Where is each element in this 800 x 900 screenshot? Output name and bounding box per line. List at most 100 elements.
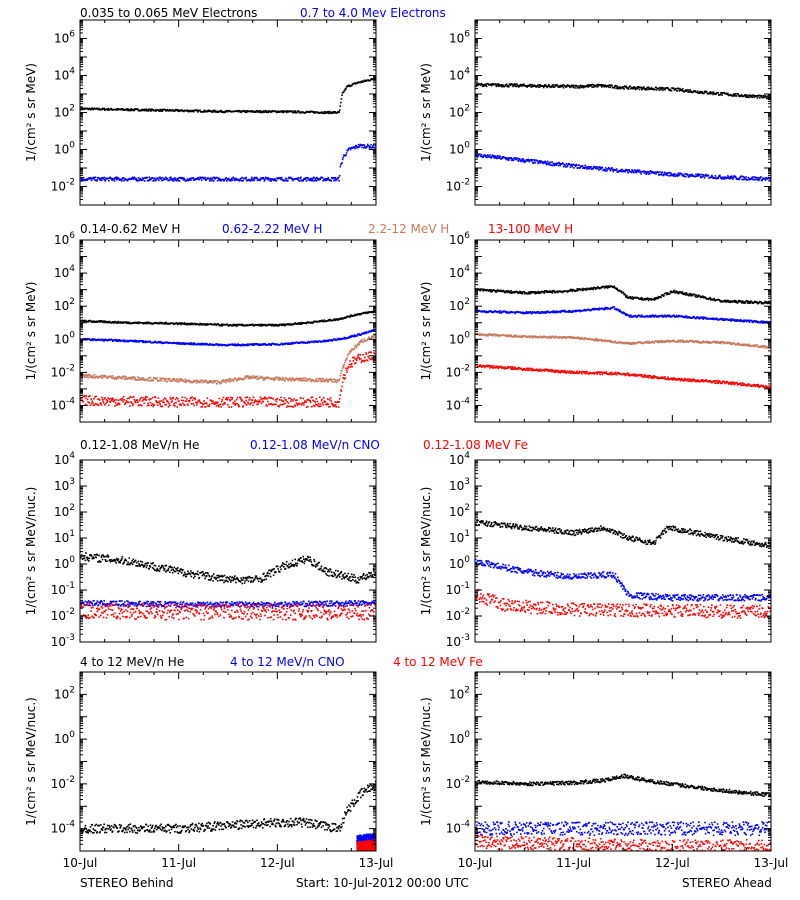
data-point: [636, 87, 638, 90]
data-point: [699, 90, 702, 93]
data-point: [280, 399, 283, 402]
data-point: [150, 397, 152, 400]
data-point: [364, 359, 367, 362]
data-point: [183, 322, 186, 324]
data-point: [121, 321, 124, 323]
data-point: [276, 111, 278, 114]
data-point: [561, 85, 564, 87]
data-point: [192, 397, 195, 400]
data-point: [596, 86, 599, 88]
data-point: [601, 86, 603, 88]
data-point: [299, 177, 302, 180]
data-point: [186, 403, 189, 405]
data-point: [752, 94, 755, 97]
data-point: [754, 176, 757, 178]
data-point: [244, 375, 247, 377]
data-point: [497, 155, 499, 157]
data-point: [609, 84, 611, 86]
data-point: [136, 399, 139, 401]
data-point: [766, 97, 768, 99]
data-point: [138, 179, 141, 181]
data-point: [331, 112, 334, 114]
data-point: [371, 146, 373, 149]
data-point: [602, 84, 605, 87]
data-point: [240, 111, 243, 113]
data-point: [685, 90, 688, 92]
data-point: [543, 292, 545, 294]
data-point: [243, 344, 245, 347]
data-point: [82, 401, 84, 403]
data-point: [284, 402, 286, 405]
data-point: [90, 108, 93, 110]
data-point: [91, 376, 93, 379]
data-point: [151, 378, 153, 381]
data-point: [369, 351, 371, 353]
data-point: [117, 108, 119, 111]
data-point: [296, 111, 298, 114]
data-point: [344, 89, 346, 92]
data-point: [328, 399, 331, 401]
data-point: [619, 170, 622, 173]
data-point: [211, 111, 214, 113]
data-point: [93, 338, 96, 340]
data-point: [546, 291, 548, 294]
data-point: [161, 341, 163, 344]
data-point: [223, 180, 225, 182]
data-point: [586, 85, 588, 87]
data-point: [174, 405, 176, 407]
data-point: [495, 289, 498, 292]
series-r2-c1-4: [80, 351, 376, 408]
data-point: [208, 405, 210, 407]
data-point: [171, 378, 174, 380]
data-point: [296, 177, 299, 180]
data-point: [312, 110, 315, 113]
data-point: [298, 323, 300, 325]
data-point: [328, 406, 330, 408]
data-point: [307, 405, 309, 408]
data-point: [751, 176, 754, 178]
data-point: [730, 177, 733, 179]
data-point: [364, 311, 366, 314]
data-point: [333, 318, 336, 320]
data-point: [366, 339, 368, 342]
data-point: [212, 180, 215, 182]
data-point: [278, 405, 281, 408]
data-point: [287, 405, 289, 407]
data-point: [215, 380, 217, 382]
data-point: [117, 376, 119, 378]
y-tick-label: 102: [54, 104, 75, 120]
data-point: [285, 111, 288, 114]
data-point: [199, 381, 201, 384]
data-point: [350, 336, 352, 338]
data-point: [226, 399, 229, 401]
data-point: [211, 180, 213, 182]
data-point: [247, 344, 250, 347]
data-point: [509, 290, 511, 293]
data-point: [162, 178, 165, 181]
data-point: [85, 179, 87, 181]
data-point: [341, 385, 343, 388]
data-point: [175, 401, 177, 404]
data-point: [192, 381, 194, 383]
data-point: [744, 94, 746, 96]
data-point: [273, 178, 275, 180]
data-point: [678, 173, 681, 176]
data-point: [768, 98, 770, 100]
data-point: [757, 95, 759, 97]
data-point: [767, 95, 769, 97]
data-point: [98, 107, 100, 110]
data-point: [363, 338, 366, 340]
data-point: [516, 291, 519, 293]
data-point: [476, 83, 478, 85]
data-point: [590, 166, 592, 168]
data-point: [235, 323, 238, 326]
data-point: [541, 161, 544, 164]
data-point: [514, 85, 516, 87]
data-point: [161, 108, 163, 111]
data-point: [200, 176, 202, 179]
data-point: [362, 340, 365, 343]
data-point: [182, 399, 185, 402]
data-point: [517, 160, 520, 163]
data-point: [241, 323, 243, 326]
data-point: [315, 378, 318, 380]
